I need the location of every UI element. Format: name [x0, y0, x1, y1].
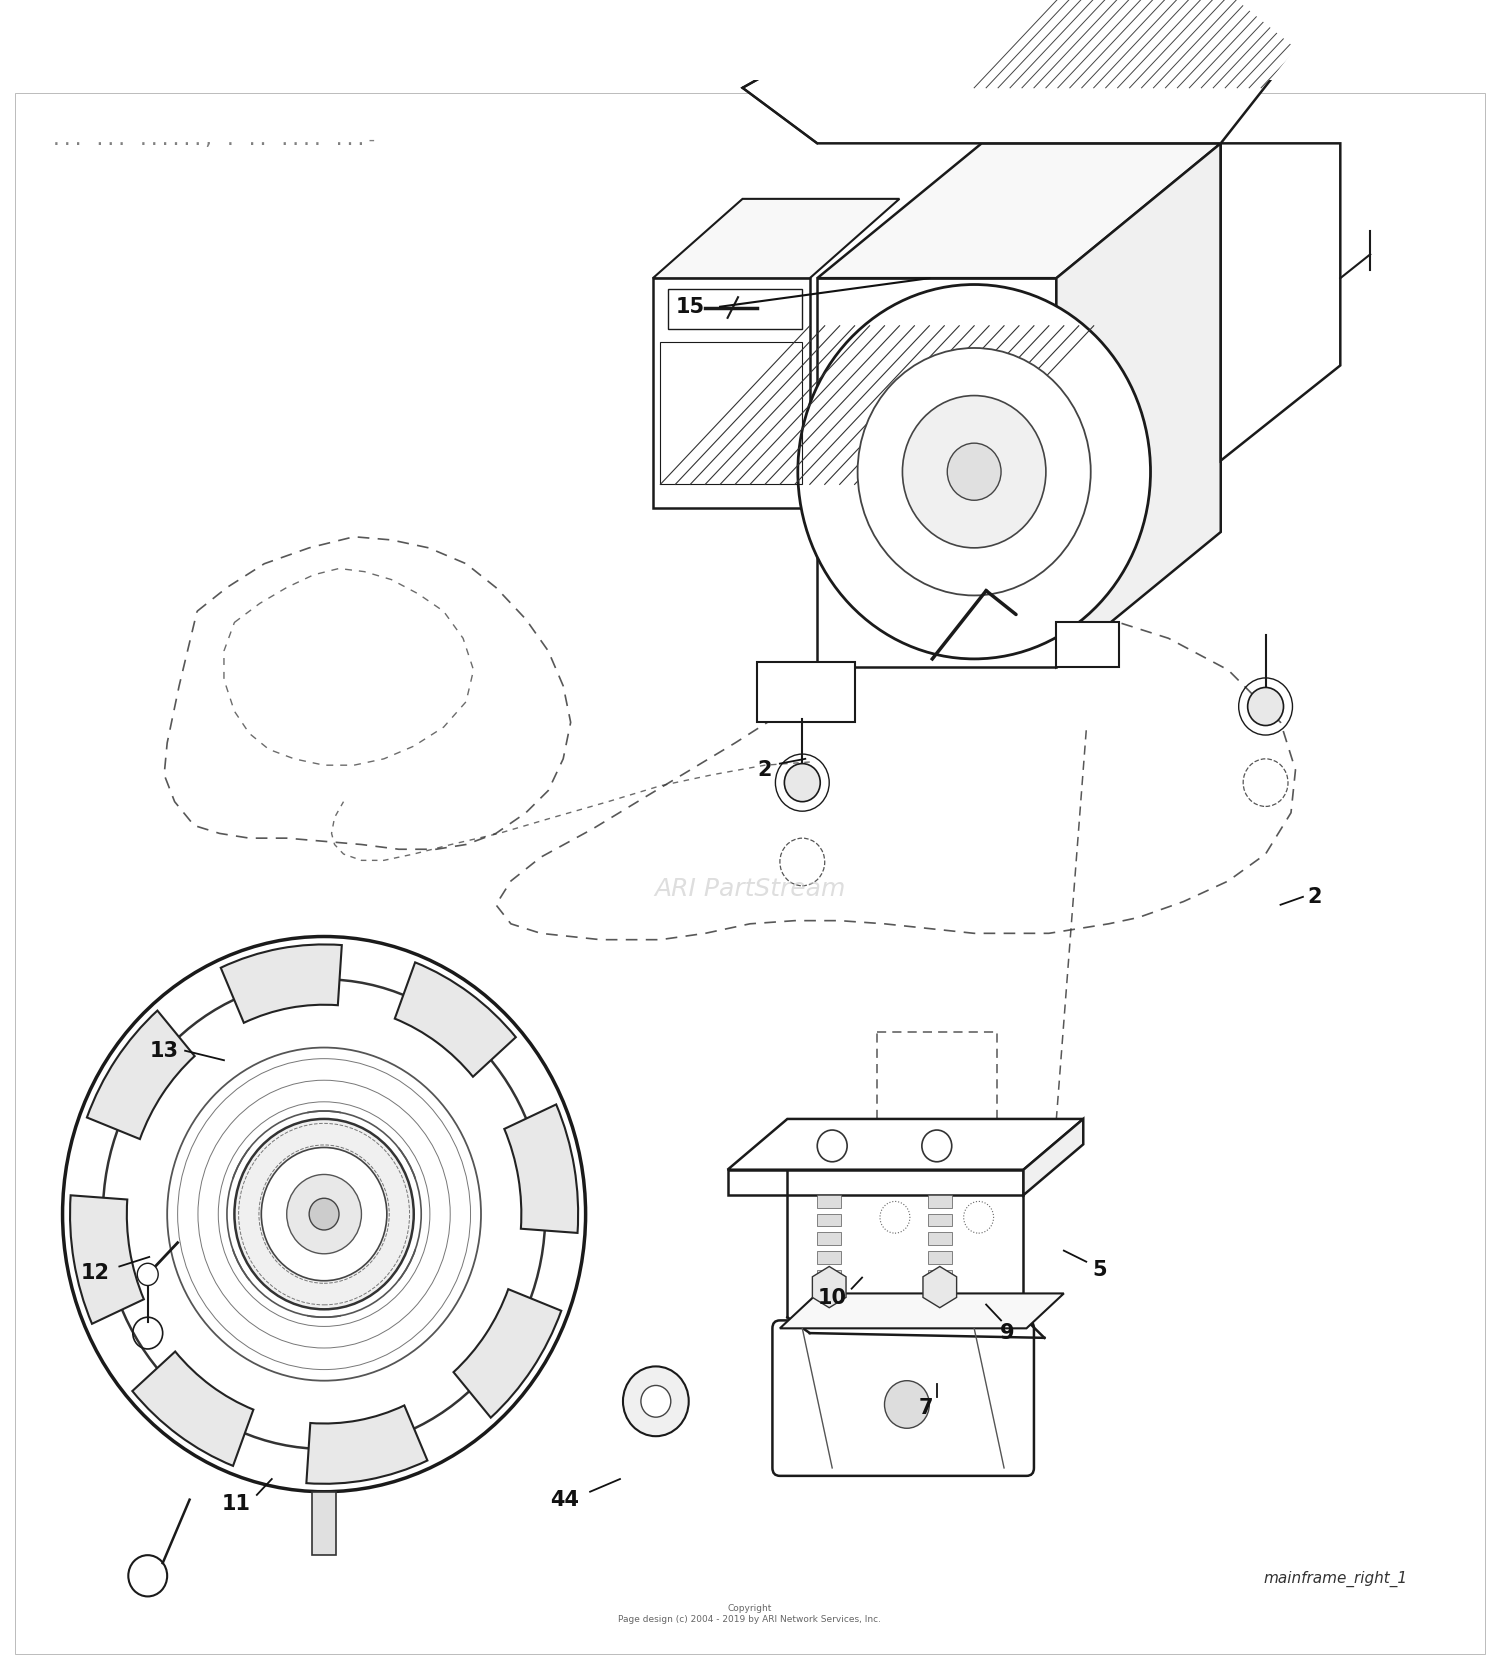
Wedge shape: [394, 963, 516, 1077]
Text: 15: 15: [675, 297, 705, 317]
Circle shape: [622, 1367, 688, 1437]
Circle shape: [261, 1148, 387, 1280]
Bar: [974, 0, 1206, 88]
Text: 5: 5: [1092, 1260, 1107, 1280]
Circle shape: [818, 1130, 848, 1162]
Bar: [928, 1195, 951, 1208]
Bar: [818, 1252, 842, 1263]
Circle shape: [1248, 688, 1284, 726]
Polygon shape: [742, 0, 1296, 144]
Polygon shape: [818, 279, 1056, 668]
Bar: [928, 1270, 951, 1282]
Bar: [1056, 623, 1119, 668]
Wedge shape: [70, 1195, 144, 1324]
Bar: [818, 1213, 842, 1227]
Text: 2: 2: [758, 759, 772, 779]
Circle shape: [640, 1385, 670, 1417]
Circle shape: [63, 936, 585, 1492]
Wedge shape: [453, 1288, 561, 1417]
Bar: [758, 663, 855, 723]
Text: 44: 44: [550, 1490, 579, 1510]
Circle shape: [798, 284, 1150, 659]
Circle shape: [138, 1263, 158, 1285]
Circle shape: [286, 1175, 362, 1253]
Text: 9: 9: [999, 1324, 1014, 1344]
Text: 7: 7: [920, 1397, 933, 1417]
Bar: [928, 1252, 951, 1263]
Wedge shape: [132, 1352, 254, 1465]
Wedge shape: [504, 1105, 578, 1233]
Circle shape: [858, 347, 1090, 596]
Text: 11: 11: [222, 1494, 251, 1514]
Polygon shape: [652, 199, 900, 279]
Circle shape: [234, 1118, 414, 1308]
Text: mainframe_right_1: mainframe_right_1: [1263, 1571, 1407, 1587]
Polygon shape: [1221, 144, 1341, 461]
Bar: [818, 1270, 842, 1282]
Text: 13: 13: [150, 1041, 178, 1061]
Text: 10: 10: [818, 1288, 846, 1308]
Circle shape: [922, 1130, 951, 1162]
Circle shape: [885, 1380, 930, 1429]
Circle shape: [309, 1198, 339, 1230]
Bar: [668, 289, 802, 329]
Polygon shape: [1056, 144, 1221, 668]
Wedge shape: [220, 945, 342, 1023]
Polygon shape: [780, 1293, 1064, 1329]
Text: ... ... ......, . .. .... ...-: ... ... ......, . .. .... ...-: [51, 130, 376, 149]
Text: 2: 2: [1308, 886, 1322, 906]
Circle shape: [1224, 0, 1278, 37]
Polygon shape: [728, 1118, 1083, 1170]
FancyBboxPatch shape: [772, 1320, 1034, 1475]
Circle shape: [166, 1048, 482, 1380]
Polygon shape: [652, 279, 810, 507]
Circle shape: [104, 980, 546, 1449]
Circle shape: [1209, 0, 1293, 53]
Polygon shape: [728, 1170, 1023, 1195]
Bar: [312, 1492, 336, 1556]
Text: Copyright
Page design (c) 2004 - 2019 by ARI Network Services, Inc.: Copyright Page design (c) 2004 - 2019 by…: [618, 1604, 882, 1624]
Bar: [928, 1213, 951, 1227]
Bar: [660, 342, 802, 484]
Circle shape: [903, 396, 1046, 547]
Bar: [928, 1232, 951, 1245]
Text: ARI PartStream: ARI PartStream: [654, 876, 846, 901]
Wedge shape: [306, 1405, 428, 1484]
Bar: [818, 1195, 842, 1208]
Polygon shape: [818, 144, 1221, 279]
Circle shape: [948, 444, 1000, 501]
Text: 12: 12: [81, 1263, 110, 1283]
Bar: [818, 1232, 842, 1245]
Circle shape: [784, 764, 820, 801]
Wedge shape: [87, 1011, 195, 1138]
Polygon shape: [1023, 1118, 1083, 1195]
